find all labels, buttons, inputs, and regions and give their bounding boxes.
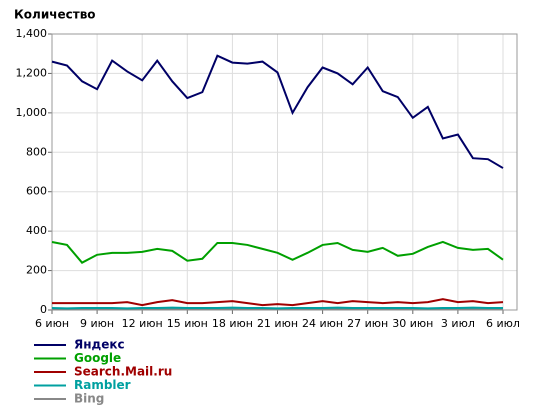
y-tick-label: 600 [26,185,47,198]
x-tick-label: 21 июн [257,317,298,330]
legend-label: Rambler [74,378,131,392]
x-tick-label: 9 июн [80,317,114,330]
x-tick-label: 12 июн [122,317,163,330]
y-tick-label: 200 [26,264,47,277]
series-line [52,298,504,307]
x-tick-label: 3 июл [441,317,475,330]
x-tick-label: 18 июн [212,317,253,330]
x-tick-label: 6 июл [486,317,520,330]
series-line [51,54,504,169]
legend-label: Яндекс [74,338,125,352]
legend-label: Bing [74,392,104,406]
x-tick-label: 24 июн [302,317,343,330]
x-tick-label: 27 июн [347,317,388,330]
x-tick-label: 15 июн [167,317,208,330]
y-tick-label: 0 [40,303,47,316]
y-tick-label: 1,000 [16,106,48,119]
plot-area [51,33,518,311]
y-tick-label: 800 [26,145,47,158]
series-line [51,240,504,264]
x-tick-label: 6 июн [35,317,69,330]
legend-label: Google [74,351,121,365]
y-tick-label: 1,200 [16,66,48,79]
x-tick-label: 30 июн [392,317,433,330]
y-tick-label: 400 [26,224,47,237]
chart-title: Количество [14,8,96,22]
legend-label: Search.Mail.ru [74,365,172,379]
y-tick-label: 1,400 [16,27,48,40]
series-line [51,306,503,310]
